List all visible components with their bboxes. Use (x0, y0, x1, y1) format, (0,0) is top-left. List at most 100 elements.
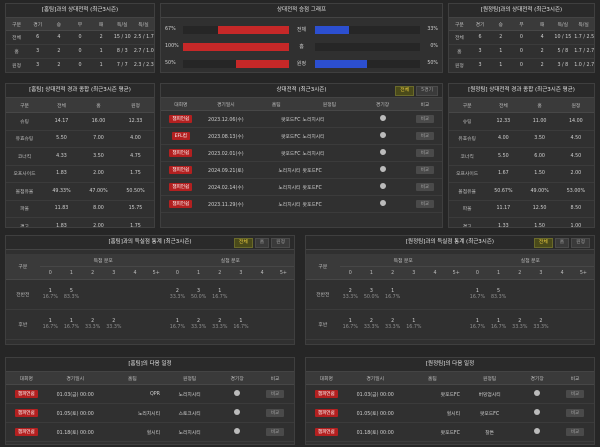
panel-title: [홈팀] 상대전적 경과 종합 (최근3시즌 평균) (6, 84, 154, 98)
cell: 비교 (556, 403, 594, 423)
compare-button[interactable]: 비교 (415, 115, 434, 123)
cell: 14.17 (43, 112, 80, 131)
percent: 33.3% (106, 324, 122, 330)
cell: 비교 (256, 403, 294, 423)
cell: 4.50 (557, 130, 594, 148)
compare-button[interactable]: 비교 (415, 132, 434, 140)
count: 2 (391, 319, 395, 324)
header-row: 대회명 경기일시 홈팀 원정팀 경기장 비교 (161, 98, 442, 111)
compare-button[interactable]: 비교 (265, 409, 285, 417)
panel-title: [홈팀]과의 득실점 통계 (최근3시즌) 전체 홈 원정 (6, 236, 294, 250)
compare-button[interactable]: 비교 (415, 200, 434, 208)
compare-button[interactable]: 비교 (265, 428, 285, 436)
home-team: QPR (103, 384, 162, 404)
row: 원정 3 1 0 2 3 / 8 1.0 / 2.7 (449, 58, 594, 72)
bar-track (183, 42, 289, 51)
cell (145, 309, 167, 340)
count: 1 (218, 289, 222, 294)
cell: 50.67% (485, 182, 522, 201)
tab[interactable]: 전체 (395, 86, 415, 96)
bar-track (314, 25, 420, 34)
cell: 0 (69, 30, 91, 45)
header-cell: 득점 분포 (39, 254, 167, 267)
header-row: 대회명 경기일시 홈팀 원정팀 경기장 비교 (306, 372, 594, 385)
header-cell: 경기 (469, 18, 491, 31)
bar (314, 25, 350, 34)
percent: 16.7% (469, 294, 486, 300)
header-cell: 3 (530, 266, 552, 280)
header-cell: 0 (466, 266, 488, 280)
count: 2 (218, 319, 222, 324)
compare-button[interactable]: 비교 (565, 390, 585, 398)
cell (424, 309, 446, 340)
cell: 1.50 (521, 165, 558, 183)
away-team: 왓포드FC (301, 178, 358, 196)
compare-button[interactable]: 비교 (265, 390, 285, 398)
stadium-icon (379, 200, 386, 206)
row: 볼점유율 49.33% 47.00% 50.50% (6, 182, 154, 201)
cell (103, 279, 125, 310)
row-label: 홈 (299, 44, 304, 50)
competition-badge: 챔피언쉽 (14, 409, 38, 417)
header-cell: 득/실 (111, 18, 133, 31)
tab[interactable]: 전체 (533, 238, 553, 248)
stadium-icon (234, 409, 241, 415)
compare-button[interactable]: 비교 (415, 183, 434, 191)
header-cell: 원정 (117, 98, 154, 113)
row: 후반 1 16.7% 2 33.3% 2 33.3% 1 16.7% 1 16.7% 1 16.7% 2 3… (306, 309, 594, 340)
header-cell: 2 (82, 266, 104, 280)
cell (272, 309, 294, 340)
tab[interactable]: 원정 (271, 238, 290, 248)
cell: 2.3 / 2.3 (132, 58, 154, 72)
cell: 코너킥 (6, 147, 43, 166)
cell: 3 / 8 (552, 58, 574, 72)
count: 1 (239, 319, 243, 324)
tab[interactable]: 원정 (571, 238, 590, 248)
cell (530, 279, 552, 310)
tab[interactable]: 홈 (554, 238, 570, 248)
table: 구분 전체 홈 원정 슈팅 12.33 11.00 14.00 유효슈팅 4.00 3.50 4.50… (449, 98, 594, 227)
count: 2 (175, 289, 179, 294)
tab[interactable]: 5경기 (416, 86, 438, 96)
cell: 2.7 / 1.0 (132, 44, 154, 59)
cell: 0 (511, 44, 532, 59)
header-cell: 승 (490, 18, 512, 31)
cell: 3.50 (80, 147, 117, 166)
bar (235, 59, 289, 68)
graph-row: 100% 홈 0% (161, 38, 442, 55)
date: 01.18(토) 00:00 (46, 422, 104, 442)
cell: 홈 (449, 44, 470, 59)
tab[interactable]: 전체 (233, 238, 253, 248)
compare-button[interactable]: 비교 (565, 428, 585, 436)
count: 2 (112, 319, 116, 324)
count: 1 (475, 289, 479, 294)
cell: 7.00 (80, 130, 117, 148)
cell: 0 (511, 58, 532, 72)
cell (445, 279, 467, 310)
compare-button[interactable]: 비교 (415, 166, 434, 174)
table: 구분 경기 승 무 패 득/실 득/실 전체 6 2 0 4 10 / 15 1.7 / 2.5 홈 3 1 0 2… (449, 18, 594, 72)
header-cell: 무 (511, 18, 532, 31)
cell: 1 16.7% (403, 309, 425, 340)
tab[interactable]: 홈 (254, 238, 270, 248)
cell: 2 33.3% (166, 279, 188, 310)
header-cell: 구분 (449, 18, 470, 31)
panel-title: 상대전적 승점 그래프 (161, 4, 442, 18)
away-team: 노리치시티 (301, 127, 358, 145)
compare-button[interactable]: 비교 (415, 149, 434, 157)
header-cell: 1 (60, 266, 83, 280)
cell: 볼점유율 (449, 182, 486, 201)
compare-button[interactable]: 비교 (565, 409, 585, 417)
panel-title: 상대전적 (최근3시즌) 전체 5경기 (161, 84, 442, 98)
header-cell: 대회명 (306, 372, 347, 385)
table: 구분 득점 분포 실점 분포 0 1 2 3 4 5+ 0 1 2 3 4 5+ 전반전 2 33.3% 3 50.0… (306, 254, 594, 340)
cell (124, 309, 146, 340)
percent: 16.7% (212, 294, 228, 300)
count: 1 (391, 289, 395, 294)
bar (217, 25, 289, 34)
cell: 비교 (256, 384, 294, 404)
cell: 1 16.7% (466, 309, 488, 340)
count: 2 (348, 289, 352, 294)
